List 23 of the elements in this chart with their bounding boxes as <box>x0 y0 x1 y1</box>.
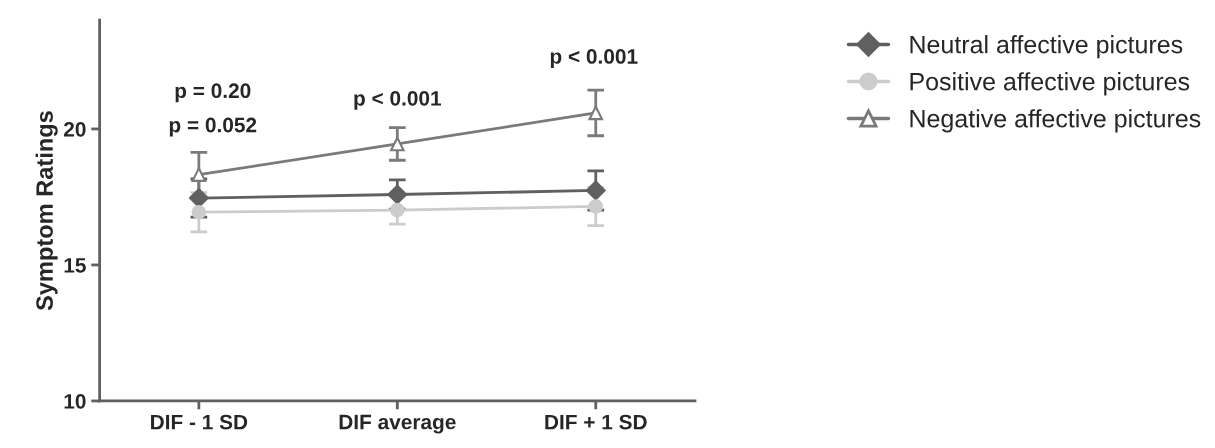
annotation: p = 0.20 <box>175 83 251 103</box>
point <box>588 199 604 214</box>
point <box>191 167 207 182</box>
legend-label: Negative affective pictures <box>910 109 1201 133</box>
y-axis-title: Symptom Ratings <box>35 111 58 311</box>
point <box>585 180 606 201</box>
legend-label: Neutral affective pictures <box>910 35 1183 59</box>
point <box>191 204 207 220</box>
y-tick-label: 10 <box>64 393 86 409</box>
legend-label: Positive affective pictures <box>910 72 1190 96</box>
point <box>390 202 405 218</box>
annotation: p < 0.001 <box>550 49 638 68</box>
x-tick-label: DIF - 1 SD <box>151 414 248 430</box>
point <box>588 105 604 121</box>
point <box>188 188 209 208</box>
annotation: p < 0.001 <box>354 90 442 110</box>
x-tick-label: DIF + 1 SD <box>545 414 647 430</box>
y-tick-label: 15 <box>64 258 86 273</box>
point <box>390 136 405 152</box>
annotation: p = 0.052 <box>169 117 257 137</box>
x-tick-label: DIF average <box>339 414 456 434</box>
y-tick-label: 20 <box>63 121 86 137</box>
point <box>387 184 408 205</box>
